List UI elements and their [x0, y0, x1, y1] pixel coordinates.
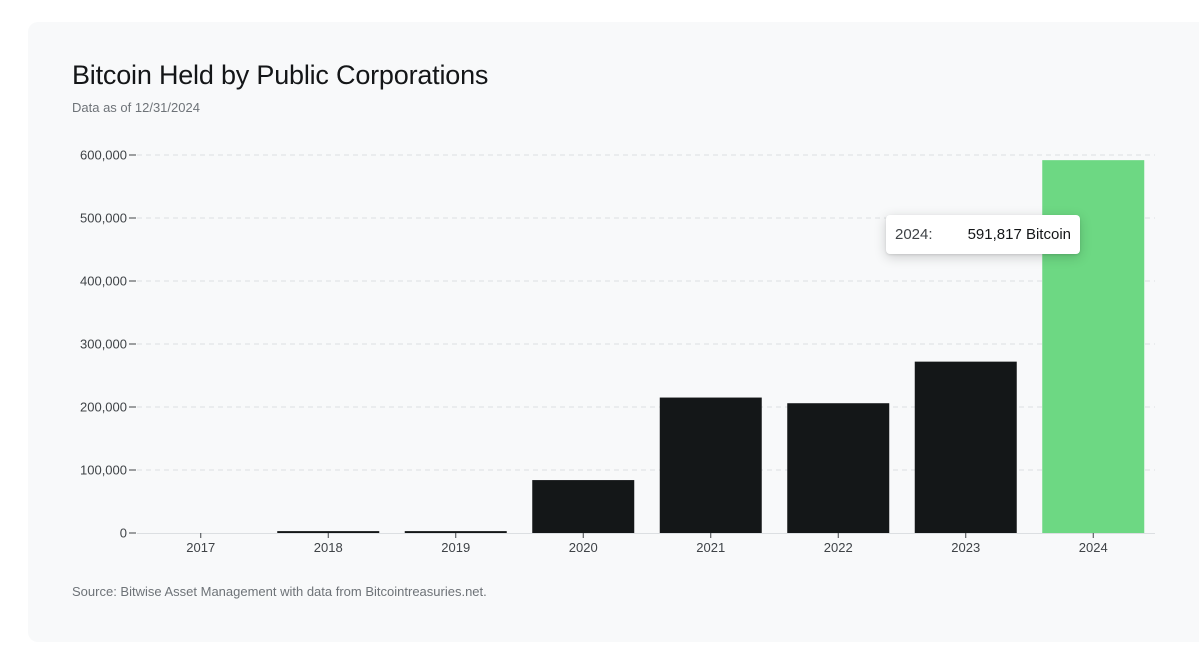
value-tooltip: 2024: 591,817 Bitcoin: [886, 215, 1080, 254]
y-axis: 0 100,000 200,000 300,000 400,000 500,000 600,…: [80, 148, 136, 541]
x-axis: 2017 2018 2019 2020 2021 2022 2023 2024: [186, 533, 1108, 555]
y-tick-label: 0: [120, 526, 127, 541]
x-tick-label: 2017: [186, 540, 215, 555]
bar-2022[interactable]: [787, 403, 890, 533]
x-tick-label: 2020: [569, 540, 598, 555]
y-tick-label: 600,000: [80, 148, 127, 163]
source-note: Source: Bitwise Asset Management with da…: [72, 584, 487, 599]
tooltip-value: 591,817 Bitcoin: [967, 226, 1071, 243]
bar-2021[interactable]: [659, 397, 762, 533]
x-tick-label: 2021: [696, 540, 725, 555]
bar-2019[interactable]: [404, 531, 507, 533]
x-tick-label: 2022: [824, 540, 853, 555]
x-tick-label: 2019: [441, 540, 470, 555]
y-tick-label: 100,000: [80, 463, 127, 478]
y-tick-label: 500,000: [80, 211, 127, 226]
x-tick-label: 2023: [951, 540, 980, 555]
chart-title: Bitcoin Held by Public Corporations: [72, 60, 489, 90]
x-tick-label: 2024: [1079, 540, 1108, 555]
bar-2023[interactable]: [914, 361, 1017, 533]
tooltip-label: 2024:: [895, 226, 933, 243]
chart-card: [28, 22, 1199, 642]
bar-2020[interactable]: [532, 480, 635, 533]
x-tick-label: 2018: [314, 540, 343, 555]
y-tick-label: 200,000: [80, 400, 127, 415]
y-tick-label: 300,000: [80, 337, 127, 352]
bar-2018[interactable]: [277, 531, 380, 533]
chart-subtitle: Data as of 12/31/2024: [72, 100, 200, 115]
y-tick-label: 400,000: [80, 274, 127, 289]
